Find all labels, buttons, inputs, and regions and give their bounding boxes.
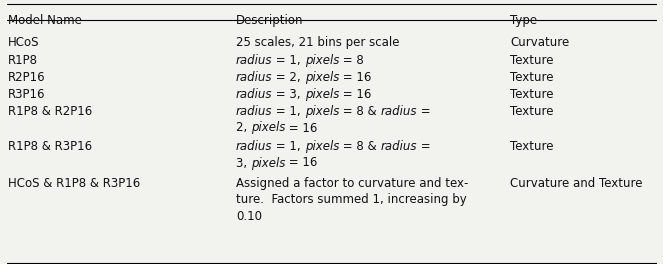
Text: = 8: = 8: [339, 54, 364, 67]
Text: =: =: [417, 140, 431, 153]
Text: R1P8: R1P8: [8, 54, 38, 67]
Text: radius: radius: [236, 54, 272, 67]
Text: HCoS: HCoS: [8, 36, 40, 49]
Text: = 3,: = 3,: [272, 88, 305, 101]
Text: = 1,: = 1,: [272, 105, 305, 118]
Text: HCoS & R1P8 & R3P16: HCoS & R1P8 & R3P16: [8, 177, 141, 190]
Text: pixels: pixels: [305, 105, 339, 118]
Text: pixels: pixels: [305, 140, 339, 153]
Text: =: =: [417, 105, 431, 118]
Text: radius: radius: [236, 71, 272, 84]
Text: radius: radius: [236, 140, 272, 153]
Text: pixels: pixels: [305, 88, 339, 101]
Text: Type: Type: [510, 14, 537, 27]
Text: Assigned a factor to curvature and tex-: Assigned a factor to curvature and tex-: [236, 177, 468, 190]
Text: R3P16: R3P16: [8, 88, 46, 101]
Text: Texture: Texture: [510, 54, 554, 67]
Text: pixels: pixels: [251, 157, 285, 169]
Text: R2P16: R2P16: [8, 71, 46, 84]
Text: = 16: = 16: [339, 71, 372, 84]
Text: Texture: Texture: [510, 88, 554, 101]
Text: pixels: pixels: [305, 71, 339, 84]
Text: R1P8 & R2P16: R1P8 & R2P16: [8, 105, 92, 118]
Text: 0.10: 0.10: [236, 210, 262, 223]
Text: = 1,: = 1,: [272, 54, 305, 67]
Text: = 8 &: = 8 &: [339, 140, 381, 153]
Text: = 16: = 16: [339, 88, 371, 101]
Text: 3,: 3,: [236, 157, 251, 169]
Text: pixels: pixels: [251, 121, 285, 134]
Text: = 16: = 16: [285, 121, 318, 134]
Text: radius: radius: [236, 88, 272, 101]
Text: Curvature and Texture: Curvature and Texture: [510, 177, 642, 190]
Text: = 2,: = 2,: [272, 71, 305, 84]
Text: Description: Description: [236, 14, 304, 27]
Text: Texture: Texture: [510, 140, 554, 153]
Text: radius: radius: [381, 140, 417, 153]
Text: pixels: pixels: [305, 54, 339, 67]
Text: = 16: = 16: [285, 157, 318, 169]
Text: = 8 &: = 8 &: [339, 105, 381, 118]
Text: = 1,: = 1,: [272, 140, 305, 153]
Text: radius: radius: [381, 105, 417, 118]
Text: radius: radius: [236, 105, 272, 118]
Text: Texture: Texture: [510, 105, 554, 118]
Text: Curvature: Curvature: [510, 36, 570, 49]
Text: Texture: Texture: [510, 71, 554, 84]
Text: R1P8 & R3P16: R1P8 & R3P16: [8, 140, 92, 153]
Text: 2,: 2,: [236, 121, 251, 134]
Text: ture.  Factors summed 1, increasing by: ture. Factors summed 1, increasing by: [236, 194, 467, 206]
Text: Model Name: Model Name: [8, 14, 82, 27]
Text: 25 scales, 21 bins per scale: 25 scales, 21 bins per scale: [236, 36, 400, 49]
